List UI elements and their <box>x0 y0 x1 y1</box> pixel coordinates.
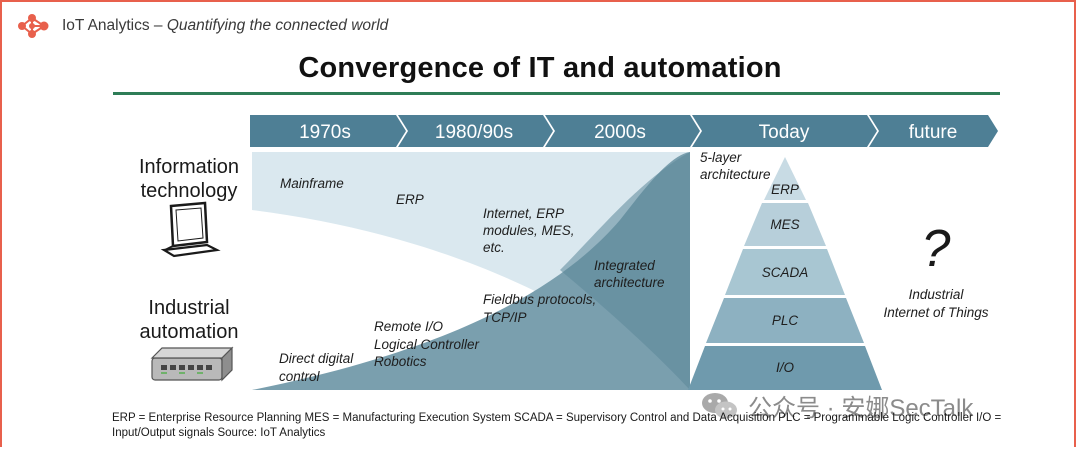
brand-tagline: Quantifying the connected world <box>166 17 389 34</box>
brand-header: IoT Analytics – Quantifying the connecte… <box>14 12 388 40</box>
automation-labels: Direct digital control Remote I/O Logica… <box>279 292 596 384</box>
label-mainframe: Mainframe <box>280 176 344 191</box>
timeline-label: Today <box>759 122 810 143</box>
timeline-label: 1970s <box>299 122 351 143</box>
pyramid-layer-mes <box>744 203 826 246</box>
pyramid-layer-io <box>688 346 882 390</box>
title-underline <box>113 92 1000 95</box>
laptop-icon <box>160 201 221 258</box>
timeline-segment-1970s <box>250 115 406 147</box>
pyramid-caption-line: 5-layer <box>700 150 742 165</box>
timeline-segment-future <box>869 115 998 147</box>
label-remote-line: Robotics <box>374 354 427 369</box>
row-headings: Information technology Industrial automa… <box>139 156 239 343</box>
label-direct-line: control <box>279 369 321 384</box>
label-internet-line: modules, MES, <box>483 223 575 238</box>
pyramid-label: PLC <box>772 313 799 328</box>
label-internet-line: etc. <box>483 240 505 255</box>
watermark-text: 公众号 · 安娜SecTalk <box>748 395 974 422</box>
five-layer-pyramid: 5-layer architecture ERP MES SCADA PLC I… <box>688 150 882 390</box>
timeline-label: 1980/90s <box>435 122 513 143</box>
label-fieldbus-line: TCP/IP <box>483 310 527 325</box>
timeline-banner: 1970s 1980/90s 2000s Today future <box>250 115 998 147</box>
timeline-segment-2000s <box>545 115 700 147</box>
it-area <box>252 152 690 390</box>
timeline-label: future <box>909 122 958 143</box>
iot-analytics-logo-icon <box>18 14 49 38</box>
timeline-label: 2000s <box>594 122 646 143</box>
it-labels: Mainframe ERP Internet, ERP modules, MES… <box>280 176 665 290</box>
pyramid-label: MES <box>770 217 799 232</box>
pyramid-layer-erp <box>764 157 806 200</box>
convergence-overlap <box>560 152 690 390</box>
wechat-icon <box>702 392 737 418</box>
automation-area <box>252 152 690 390</box>
row-heading-it: Information <box>139 156 239 178</box>
label-integrated-line: Integrated <box>594 258 655 273</box>
label-integrated-line: architecture <box>594 275 665 290</box>
pyramid-label: ERP <box>771 182 799 197</box>
label-remote-line: Remote I/O <box>374 319 444 334</box>
row-heading-it: technology <box>141 180 238 202</box>
row-heading-ia: Industrial <box>148 297 229 319</box>
watermark: 公众号 · 安娜SecTalk <box>700 388 973 423</box>
brand-text: IoT Analytics – Quantifying the connecte… <box>62 17 389 34</box>
label-fieldbus-line: Fieldbus protocols, <box>483 292 596 307</box>
convergence-areas <box>252 152 690 390</box>
legend-footnote: ERP = Enterprise Resource Planning MES =… <box>112 412 1002 439</box>
future-caption-line: Industrial <box>909 287 965 302</box>
row-heading-ia: automation <box>140 321 239 343</box>
label-erp: ERP <box>396 192 424 207</box>
timeline-segment-today <box>692 115 877 147</box>
future-caption-line: Internet of Things <box>883 305 988 320</box>
brand-name: IoT Analytics <box>62 17 150 34</box>
pyramid-label: I/O <box>776 360 795 375</box>
label-internet-line: Internet, ERP <box>483 206 564 221</box>
label-remote-line: Logical Controller <box>374 337 480 352</box>
future-column: ? Industrial Internet of Things <box>883 220 988 320</box>
question-mark: ? <box>922 220 951 278</box>
page-title: Convergence of IT and automation <box>298 52 782 84</box>
pyramid-layer-plc <box>706 298 864 343</box>
industrial-device-icon <box>150 346 234 382</box>
pyramid-label: SCADA <box>762 265 809 280</box>
pyramid-layer-scada <box>725 249 845 295</box>
pyramid-caption-line: architecture <box>700 167 771 182</box>
timeline-segment-1980-90s <box>398 115 553 147</box>
label-direct-line: Direct digital <box>279 351 354 366</box>
